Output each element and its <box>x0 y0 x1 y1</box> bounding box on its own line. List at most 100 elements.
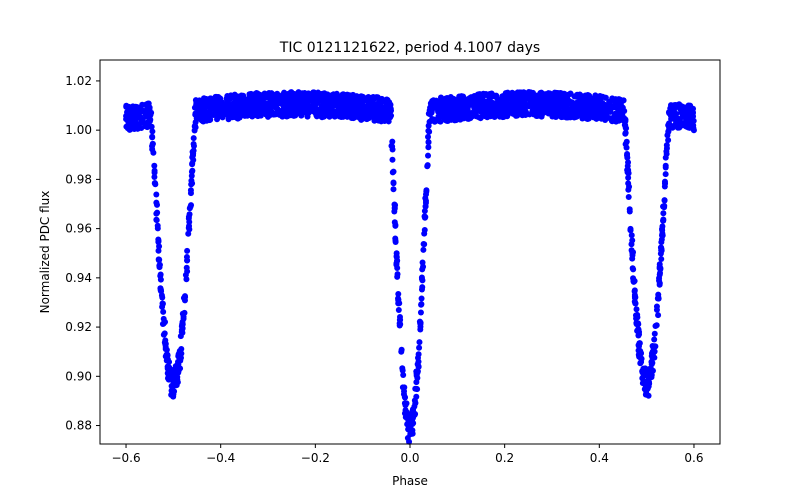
data-points <box>123 89 697 445</box>
data-point <box>156 256 163 263</box>
data-point <box>424 162 431 169</box>
data-point <box>433 97 440 104</box>
data-point <box>156 243 163 250</box>
data-point <box>529 107 536 114</box>
data-point <box>326 101 333 108</box>
data-point <box>389 138 396 145</box>
data-point <box>371 106 378 113</box>
data-point <box>402 407 409 414</box>
y-tick-label: 0.94 <box>65 271 92 285</box>
data-point <box>412 399 419 406</box>
data-point <box>688 121 695 128</box>
data-point <box>232 114 239 121</box>
data-point <box>321 96 328 103</box>
data-point <box>387 105 394 112</box>
data-point <box>404 421 411 428</box>
data-point <box>395 290 402 297</box>
data-point <box>655 295 662 302</box>
data-point <box>274 93 281 100</box>
data-point <box>155 236 162 243</box>
data-point <box>630 266 637 273</box>
data-point <box>440 103 447 110</box>
data-point <box>387 114 394 121</box>
data-point <box>331 109 338 116</box>
data-point <box>417 309 424 316</box>
data-point <box>151 174 158 181</box>
x-tick-label: 0.4 <box>590 451 609 465</box>
data-point <box>558 114 565 121</box>
data-point <box>390 168 397 175</box>
data-point <box>419 266 426 273</box>
data-point <box>242 101 249 108</box>
data-point <box>247 111 254 118</box>
data-point <box>662 162 669 169</box>
data-point <box>340 108 347 115</box>
data-point <box>665 137 672 144</box>
data-point <box>634 314 641 321</box>
data-point <box>149 140 156 147</box>
data-point <box>214 116 221 123</box>
data-point <box>371 115 378 122</box>
data-point <box>363 111 370 118</box>
data-point <box>262 94 269 101</box>
data-point <box>637 360 644 367</box>
data-point <box>634 320 641 327</box>
data-point <box>198 117 205 124</box>
data-point <box>252 93 259 100</box>
data-point <box>154 225 161 232</box>
data-point <box>511 110 518 117</box>
data-point <box>312 90 319 97</box>
data-point <box>661 180 668 187</box>
data-point <box>292 106 299 113</box>
data-point <box>629 252 636 259</box>
y-tick-label: 0.92 <box>65 320 92 334</box>
data-point <box>512 95 519 102</box>
data-point <box>425 144 432 151</box>
data-point <box>393 253 400 260</box>
data-point <box>159 320 166 327</box>
data-point <box>530 93 537 100</box>
x-tick-label: 0.2 <box>495 451 514 465</box>
data-point <box>271 110 278 117</box>
data-point <box>284 90 291 97</box>
data-point <box>188 172 195 179</box>
data-point <box>558 93 565 100</box>
data-point <box>168 387 175 394</box>
data-point <box>452 96 459 103</box>
data-point <box>420 246 427 253</box>
data-point <box>581 93 588 100</box>
data-point <box>304 100 311 107</box>
data-point <box>152 181 159 188</box>
data-point <box>486 101 493 108</box>
data-point <box>352 101 359 108</box>
data-point <box>325 111 332 118</box>
data-point <box>195 106 202 113</box>
data-point <box>425 122 432 129</box>
data-point <box>499 111 506 118</box>
data-point <box>390 180 397 187</box>
data-point <box>619 106 626 113</box>
data-point <box>126 121 133 128</box>
data-point <box>405 414 412 421</box>
data-point <box>339 91 346 98</box>
data-point <box>506 93 513 100</box>
data-point <box>623 125 630 132</box>
x-tick-label: −0.2 <box>301 451 330 465</box>
data-point <box>175 351 182 358</box>
data-point <box>663 148 670 155</box>
data-point <box>516 108 523 115</box>
data-point <box>666 120 673 127</box>
data-point <box>519 97 526 104</box>
data-point <box>151 162 158 169</box>
data-point <box>264 110 271 117</box>
y-tick-label: 0.88 <box>65 419 92 433</box>
data-point <box>504 110 511 117</box>
data-point <box>658 256 665 263</box>
data-point <box>347 97 354 104</box>
data-point <box>414 369 421 376</box>
data-point <box>391 219 398 226</box>
data-point <box>663 142 670 149</box>
data-point <box>401 400 408 407</box>
data-point <box>154 209 161 216</box>
